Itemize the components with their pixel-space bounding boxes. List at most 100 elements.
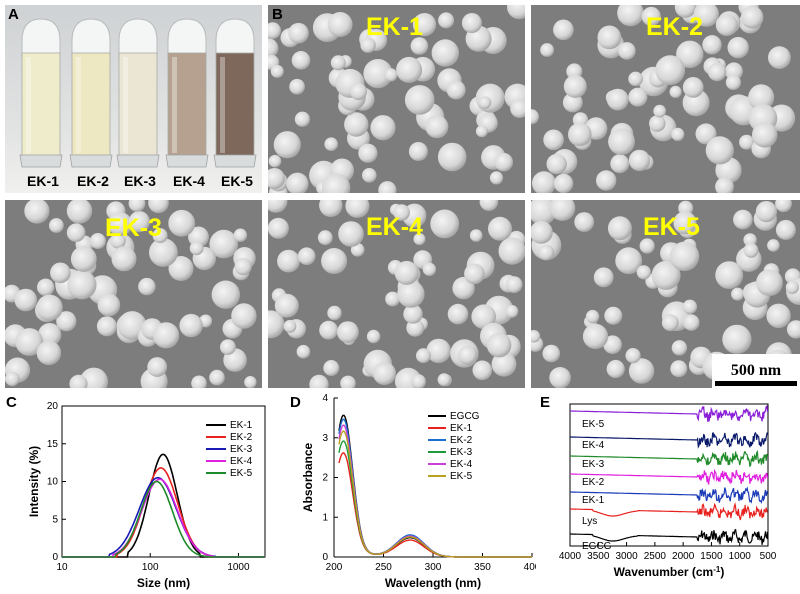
panel-label-e: E [540,394,551,411]
nanoparticle [15,328,44,356]
vial-base [213,154,257,168]
nanoparticle [610,154,630,174]
nanoparticle [653,104,667,118]
nanoparticle [464,263,485,285]
series-line-ek-1 [570,486,769,505]
nanoparticle [274,293,299,318]
nanoparticle [319,200,343,217]
nanoparticle [411,374,426,388]
nanoparticle [603,335,622,355]
vial-label: EK-3 [124,173,156,189]
nanoparticle [608,128,635,155]
x-tick-label: 400 [524,562,536,573]
nanoparticle [649,115,666,132]
nanoparticle [585,309,600,324]
x-tick-label: 10 [56,562,68,573]
nanoparticle [494,152,513,172]
series-line-lys [570,502,768,521]
legend-label: EGCG [450,411,480,422]
nanoparticle [607,216,632,241]
nanoparticle [244,376,257,388]
nanoparticle [446,80,466,100]
nanoparticle [693,5,719,27]
nanoparticle [661,314,679,332]
nanoparticle [149,238,178,267]
series-label: EK-1 [582,495,605,506]
nanoparticle [345,200,370,218]
nanoparticle [422,262,437,276]
nanoparticle [288,22,309,44]
nanoparticle [403,304,423,324]
series-line-ek-2 [570,468,769,485]
nanoparticle [66,200,93,224]
nanoparticle [268,154,282,168]
y-tick-label: 20 [47,401,59,412]
nanoparticle [731,287,745,301]
vial-cap [21,18,61,58]
nanoparticle [674,5,697,18]
sem-image-ek-3: EK-3 [5,200,262,388]
nanoparticle [111,246,137,272]
nanoparticle [766,303,791,328]
nanoparticle [705,136,734,165]
nanoparticle [152,228,168,244]
nanoparticle [628,87,648,107]
nanoparticle [596,170,617,191]
series-label: EGCG [582,541,612,552]
nanoparticle [752,122,778,148]
x-tick-label: 250 [375,562,392,573]
nanoparticle [289,78,305,95]
legend-label: EK-1 [450,423,473,434]
vial-cap [167,18,207,58]
nanoparticle [655,55,686,85]
nanoparticle [542,344,561,363]
sem-label: EK-5 [643,213,700,241]
nanoparticle [740,6,764,29]
nanoparticle [191,375,207,388]
series-line-ek-5 [338,430,532,558]
nanoparticle [38,323,62,347]
nanoparticle [597,25,622,50]
nanoparticle [188,226,209,248]
nanoparticle [618,42,636,60]
legend-label: EK-3 [230,444,253,455]
nanoparticle [426,338,451,364]
nanoparticle [725,74,741,90]
nanoparticle [604,306,623,325]
series-label: EK-4 [582,440,605,451]
nanoparticle [49,218,64,233]
vial-base [69,154,113,168]
vial-base [165,154,209,168]
nanoparticle [625,348,641,364]
nanoparticle [582,323,609,349]
nanoparticle [286,172,309,193]
series-line-egcg [570,528,769,545]
nanoparticle [56,311,77,332]
nanoparticle [676,40,704,68]
legend-label: EK-1 [230,420,253,431]
nanoparticle [268,168,285,189]
vial-liquid [118,52,158,158]
nanoparticle [702,35,722,55]
nanoparticle [447,303,469,325]
x-tick-label: 1000 [729,551,752,562]
x-tick-label: 200 [326,562,343,573]
sem-label: EK-2 [646,13,703,41]
vial-highlight [123,57,128,153]
vial-highlight [76,57,81,153]
nanoparticle [553,173,574,193]
nanoparticle [549,200,576,221]
nanoparticle [683,314,700,331]
nanoparticle [425,115,449,139]
nanoparticle [507,5,525,20]
nanoparticle [489,171,504,185]
nanoparticle [385,291,400,307]
vial-label: EK-1 [27,173,59,189]
nanoparticle [673,211,697,235]
panel-c: 0 5 10 15 20 10 100 1000 Size (nm) Intensity (%) E… [0,392,270,594]
nanoparticle [323,360,340,376]
size-distribution-chart: 0 5 10 15 20 10 100 1000 Size (nm) Intensity (%) E… [27,401,266,590]
nanoparticle [189,241,204,256]
panel-e: 4000 3500 3000 2500 2000 1500 1000 500 Wavenumbe… [540,392,800,594]
nanoparticle [785,280,800,294]
